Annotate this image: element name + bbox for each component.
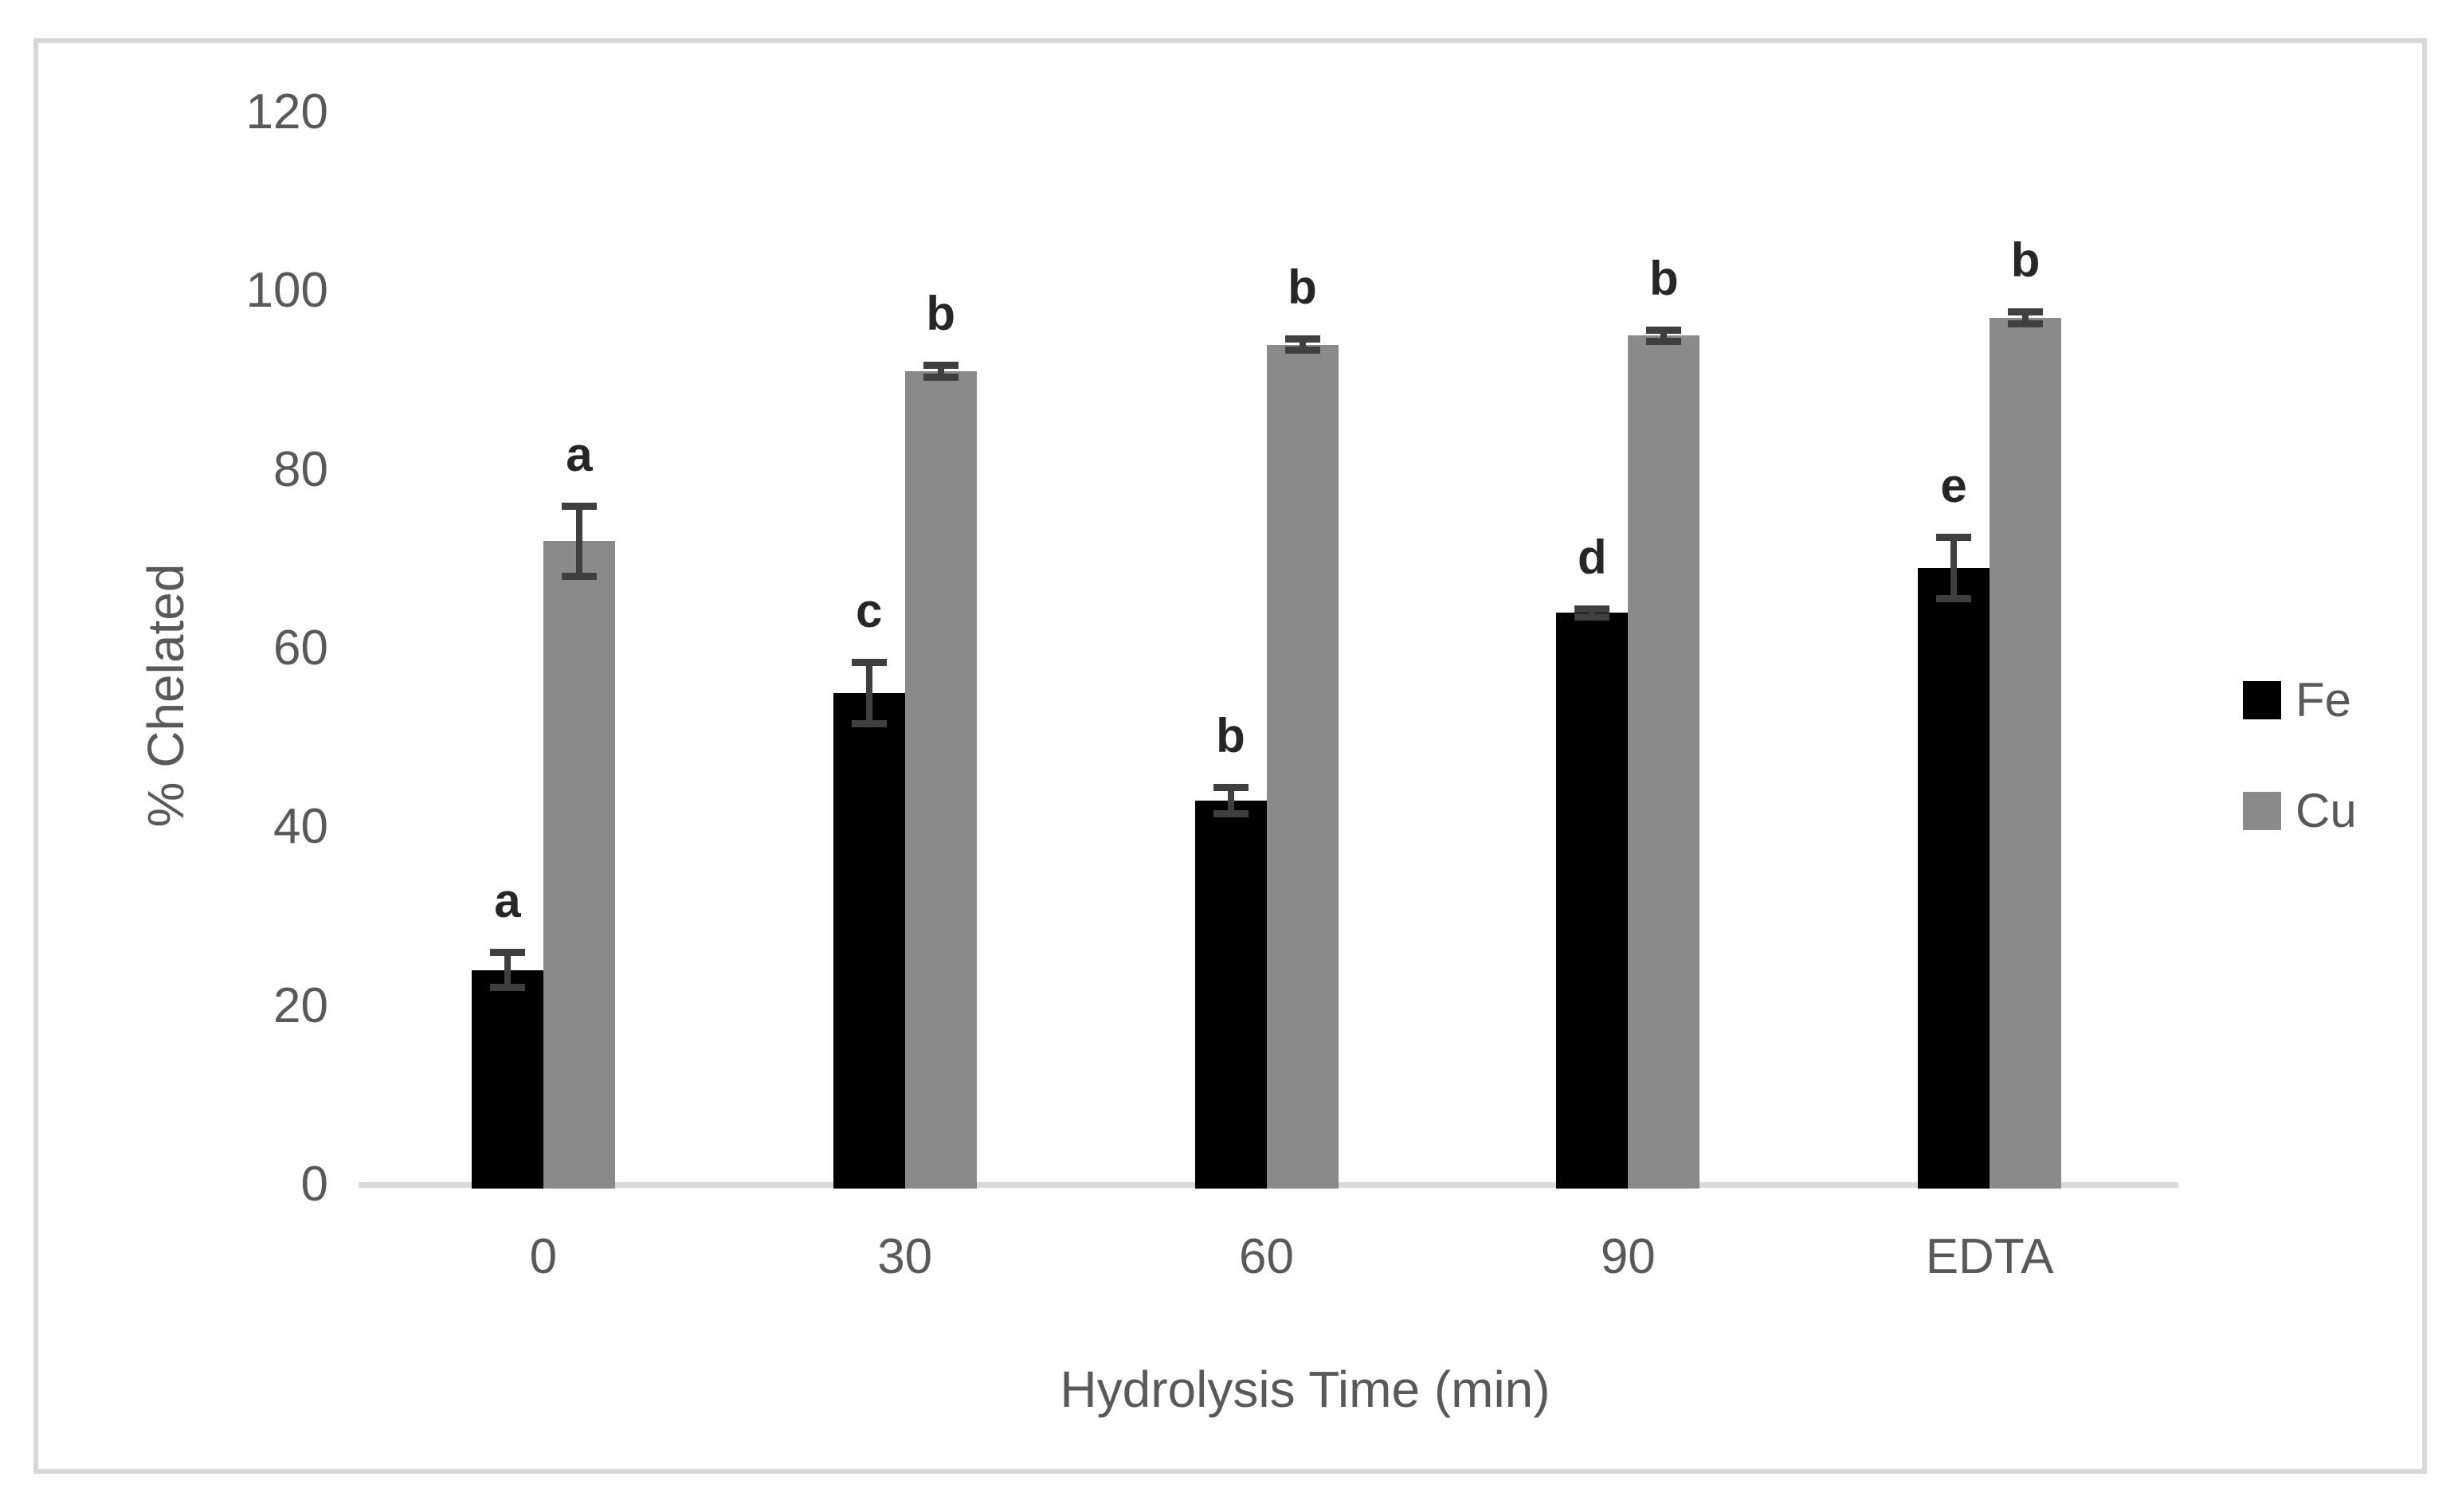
- error-cap-bottom: [1646, 338, 1682, 346]
- error-cap-top: [1213, 783, 1249, 791]
- sig-letter-cu-EDTA: b: [2010, 233, 2041, 288]
- bar-cu-30: [904, 371, 977, 1189]
- bar-fe-30: [833, 693, 905, 1189]
- bar-cu-90: [1628, 335, 1700, 1189]
- sig-letter-fe-EDTA: e: [1940, 458, 1967, 512]
- legend: Fe Cu: [38, 43, 2422, 1469]
- error-cap-bottom: [923, 374, 959, 382]
- bar-fe-90: [1556, 613, 1629, 1189]
- sig-letter-cu-30: b: [926, 287, 956, 341]
- plot-area: 0 20 40 60 80 100 120 0 30 60 90 EDTA a c b d e a b b b b: [38, 43, 2422, 1469]
- bar-cu-EDTA: [1990, 317, 2062, 1189]
- y-tick-label: 100: [245, 263, 328, 319]
- x-tick-label: 30: [877, 1229, 933, 1284]
- error-cap-top: [2008, 308, 2044, 316]
- y-tick-label: 20: [273, 977, 328, 1033]
- y-tick-label: 120: [245, 84, 328, 139]
- error-cap-top: [489, 949, 525, 957]
- error-cap-bottom: [2008, 319, 2044, 327]
- sig-letter-fe-30: c: [856, 583, 883, 637]
- error-bar-fe-0: [504, 952, 511, 989]
- sig-letter-fe-90: d: [1577, 530, 1607, 584]
- legend-swatch-fe: [2243, 681, 2281, 719]
- x-tick-label: 0: [529, 1229, 558, 1284]
- bar-cu-0: [543, 541, 615, 1189]
- y-tick-label: 40: [273, 799, 328, 855]
- y-tick-label: 0: [300, 1157, 328, 1212]
- legend-label-fe: Fe: [2295, 673, 2352, 727]
- x-tick-label: 90: [1600, 1229, 1656, 1284]
- error-cap-bottom: [1936, 595, 1972, 603]
- legend-label-cu: Cu: [2295, 784, 2357, 837]
- error-cap-bottom: [1284, 347, 1320, 354]
- error-cap-top: [1646, 326, 1682, 334]
- legend-item-fe: Fe: [2243, 676, 2351, 725]
- chart-frame: % Chelated Hydrolysis Time (min) 0 20 40 60…: [33, 38, 2427, 1474]
- error-cap-top: [923, 362, 959, 370]
- error-bar-fe-90: [1589, 608, 1596, 617]
- error-cap-top: [1284, 335, 1320, 343]
- legend-item-cu: Cu: [2243, 786, 2357, 836]
- sig-letter-fe-60: b: [1216, 708, 1245, 762]
- sig-letter-cu-0: a: [566, 427, 593, 481]
- error-bar-cu-90: [1660, 329, 1668, 343]
- error-cap-top: [561, 502, 597, 510]
- error-cap-top: [1936, 533, 1972, 541]
- x-axis-title: Hydrolysis Time (min): [1060, 1361, 1551, 1418]
- bar-fe-60: [1194, 800, 1267, 1189]
- error-bar-cu-0: [575, 505, 582, 578]
- error-bar-fe-60: [1227, 786, 1234, 814]
- legend-swatch-cu: [2243, 792, 2281, 830]
- y-tick-label: 80: [273, 441, 328, 497]
- error-cap-top: [1574, 605, 1610, 613]
- x-tick-label: EDTA: [1925, 1229, 2054, 1284]
- x-tick-label: 60: [1239, 1229, 1294, 1284]
- bar-fe-EDTA: [1918, 568, 1990, 1189]
- error-cap-top: [851, 658, 887, 666]
- error-cap-bottom: [489, 984, 525, 992]
- error-bar-fe-30: [865, 661, 872, 725]
- y-tick-label: 60: [273, 621, 328, 676]
- error-cap-bottom: [1574, 613, 1610, 621]
- sig-letter-cu-60: b: [1288, 260, 1317, 314]
- error-cap-bottom: [561, 573, 597, 581]
- error-bar-fe-EDTA: [1950, 536, 1958, 600]
- sig-letter-fe-0: a: [494, 874, 521, 928]
- error-bar-cu-60: [1299, 338, 1306, 351]
- error-cap-bottom: [851, 720, 887, 728]
- bar-fe-0: [471, 969, 543, 1189]
- error-cap-bottom: [1213, 809, 1249, 817]
- error-bar-cu-EDTA: [2022, 311, 2029, 324]
- error-bar-cu-30: [937, 365, 944, 378]
- bar-cu-60: [1266, 344, 1339, 1189]
- sig-letter-cu-90: b: [1649, 251, 1679, 305]
